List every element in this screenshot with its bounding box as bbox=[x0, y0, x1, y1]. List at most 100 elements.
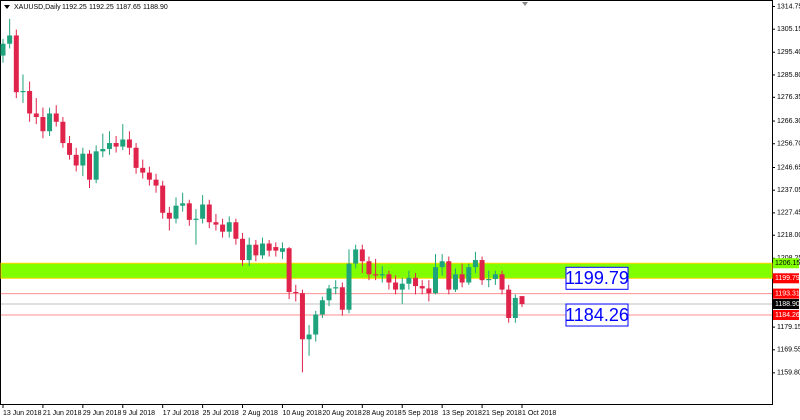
candle-body bbox=[146, 172, 152, 180]
header-open: 1192.25 bbox=[62, 4, 87, 11]
candle-body bbox=[47, 113, 53, 132]
candle-body bbox=[180, 203, 186, 206]
candle-body bbox=[253, 244, 259, 256]
y-tick-label: 1169.55 bbox=[777, 347, 800, 354]
y-tick-label: 1314.75 bbox=[777, 3, 800, 10]
candle-body bbox=[260, 243, 265, 256]
header-values: 1192.25 1192.25 1187.65 1188.90 bbox=[62, 4, 168, 11]
price-tag bbox=[773, 258, 799, 269]
y-tick-label: 1305.15 bbox=[777, 26, 800, 33]
candle-body bbox=[359, 249, 365, 262]
header-low: 1187.65 bbox=[116, 4, 141, 11]
y-tick-label: 1237.05 bbox=[777, 187, 800, 194]
candle-body bbox=[193, 218, 199, 220]
candle-body bbox=[326, 288, 332, 301]
candle-body bbox=[240, 238, 246, 261]
candle-body bbox=[466, 267, 472, 283]
candle-body bbox=[246, 244, 252, 261]
candle-body bbox=[286, 248, 292, 292]
price-tag-label: 1199.79 bbox=[775, 275, 800, 282]
x-tick-label: 25 Jul 2018 bbox=[203, 410, 239, 417]
x-tick-label: 2 Aug 2018 bbox=[243, 410, 279, 417]
candle-body bbox=[319, 300, 325, 315]
x-tick-label: 21 Jun 2018 bbox=[43, 410, 82, 417]
candle-body bbox=[140, 167, 146, 173]
y-tick-label: 1256.70 bbox=[777, 141, 800, 148]
candle-body bbox=[479, 260, 485, 281]
candle-body bbox=[379, 274, 385, 276]
candle-body bbox=[220, 224, 226, 232]
candle-body bbox=[200, 204, 206, 219]
candle-body bbox=[233, 222, 239, 239]
x-tick-label: 13 Sep 2018 bbox=[442, 410, 482, 417]
price-tag bbox=[773, 288, 799, 299]
price-tag bbox=[773, 299, 799, 310]
annotation-label: 1199.79 bbox=[565, 268, 629, 288]
candle-body bbox=[40, 117, 46, 132]
y-tick-label: 1179.15 bbox=[777, 324, 800, 331]
candle-body bbox=[160, 185, 166, 213]
candle-body bbox=[53, 113, 59, 122]
candle-body bbox=[60, 121, 66, 144]
x-tick-label: 10 Aug 2018 bbox=[282, 410, 321, 417]
candle-body bbox=[439, 261, 445, 268]
x-tick-label: 13 Jun 2018 bbox=[3, 410, 42, 417]
candle-body bbox=[373, 274, 379, 276]
candle-body bbox=[73, 154, 79, 166]
candle-body bbox=[353, 249, 359, 264]
candle-body bbox=[472, 260, 478, 268]
y-tick-label: 1266.30 bbox=[777, 118, 800, 125]
candle-body bbox=[206, 204, 212, 223]
x-tick-label: 9 Jul 2018 bbox=[123, 410, 155, 417]
candle-body bbox=[13, 35, 19, 93]
menu-arrow[interactable] bbox=[4, 5, 10, 9]
candle-body bbox=[492, 274, 498, 279]
candle-body bbox=[93, 151, 99, 180]
candle-body bbox=[499, 274, 505, 290]
x-tick-label: 28 Aug 2018 bbox=[362, 410, 401, 417]
candle-body bbox=[486, 278, 492, 281]
candle-body bbox=[186, 203, 192, 220]
candle-body bbox=[113, 143, 119, 147]
y-tick-label: 1295.40 bbox=[777, 49, 800, 56]
candle-body bbox=[266, 243, 272, 251]
candle-body bbox=[386, 274, 392, 283]
candle-body bbox=[33, 113, 39, 118]
candle-body bbox=[100, 148, 106, 152]
candle-body bbox=[20, 91, 26, 93]
price-tag bbox=[773, 310, 799, 321]
candle-body bbox=[452, 274, 458, 290]
candle-body bbox=[7, 35, 13, 44]
price-tag-label: 1206.15 bbox=[775, 260, 800, 267]
candle-body bbox=[339, 287, 345, 310]
annotation-label: 1184.26 bbox=[565, 305, 629, 325]
candle-body bbox=[27, 91, 33, 114]
price-tag-label: 1193.31 bbox=[775, 290, 800, 297]
x-tick-label: 29 Jun 2018 bbox=[83, 410, 122, 417]
candle-body bbox=[406, 277, 412, 284]
candle-body bbox=[419, 286, 425, 289]
candle-body bbox=[366, 261, 372, 275]
candle-body bbox=[173, 205, 179, 219]
header-close: 1188.90 bbox=[143, 4, 168, 11]
shift-marker bbox=[522, 2, 528, 6]
annotation-box bbox=[565, 303, 629, 327]
plot-frame bbox=[0, 0, 773, 405]
y-tick-label: 1246.65 bbox=[777, 164, 800, 171]
candle-body bbox=[67, 143, 73, 155]
candle-body bbox=[506, 289, 512, 318]
candle-body bbox=[313, 314, 319, 335]
candle-body bbox=[87, 153, 92, 180]
candle-body bbox=[446, 261, 452, 290]
y-tick-label: 1218.00 bbox=[777, 232, 800, 239]
candle-body bbox=[279, 248, 285, 252]
candle-body bbox=[299, 293, 305, 340]
candle-body bbox=[153, 179, 159, 186]
candle-body bbox=[0, 43, 6, 56]
candle-body bbox=[306, 334, 312, 340]
candle-body bbox=[293, 291, 299, 294]
candle-body bbox=[519, 296, 525, 305]
candle-body bbox=[106, 143, 112, 149]
candle-body bbox=[413, 277, 419, 287]
